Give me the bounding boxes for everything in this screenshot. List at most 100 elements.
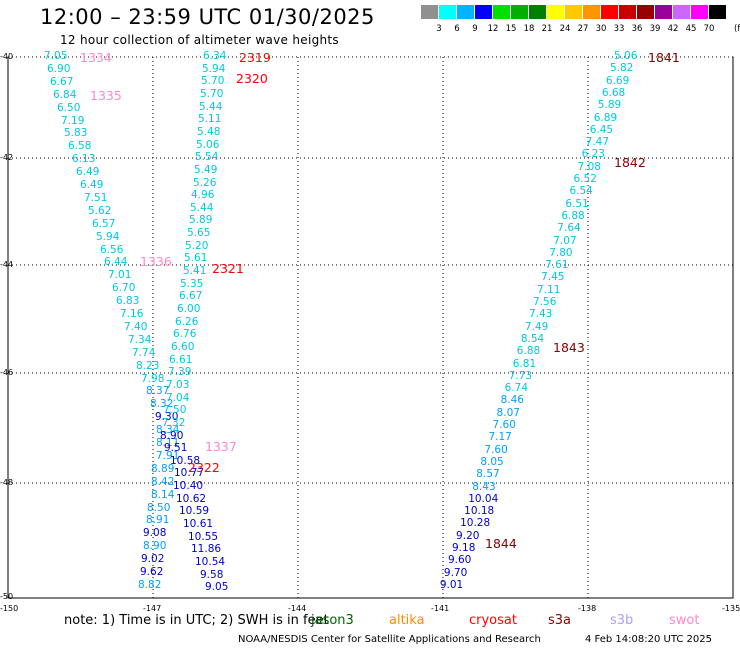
wave-height-reading: 7.03 bbox=[166, 378, 190, 391]
colorbar-swatch bbox=[691, 5, 708, 19]
note-text: note: 1) Time is in UTC; 2) SWH is in fe… bbox=[64, 613, 329, 628]
map-title: 12:00 – 23:59 UTC 01/30/2025 bbox=[40, 5, 375, 29]
wave-height-reading: 8.07 bbox=[496, 406, 520, 419]
colorbar-label: 33 bbox=[613, 24, 625, 34]
wave-height-reading: 5.94 bbox=[202, 62, 226, 75]
pass-number-label: 2321 bbox=[212, 261, 244, 276]
wave-height-reading: 10.54 bbox=[195, 556, 226, 568]
wave-height-reading: 6.13 bbox=[72, 153, 96, 166]
wave-height-reading: 6.88 bbox=[561, 209, 585, 222]
wave-height-reading: 6.61 bbox=[169, 353, 193, 366]
wave-height-reading: 6.52 bbox=[573, 173, 597, 185]
pass-number-label: 1843 bbox=[553, 340, 585, 355]
wave-height-reading: 9.18 bbox=[452, 542, 476, 554]
wave-height-reading: 5.06 bbox=[196, 138, 220, 151]
wave-height-reading: 6.90 bbox=[47, 62, 71, 75]
pass-number-label: 2319 bbox=[239, 50, 271, 65]
longitude-label: -135 bbox=[722, 604, 740, 613]
wave-height-reading: 5.26 bbox=[193, 176, 217, 189]
wave-height-reading: 7.50 bbox=[163, 404, 187, 417]
wave-height-reading: 10.59 bbox=[179, 505, 210, 518]
wave-height-reading: 10.55 bbox=[188, 530, 219, 543]
wave-height-reading: 8.11 bbox=[156, 437, 180, 449]
wave-height-reading: 7.49 bbox=[524, 320, 549, 333]
wave-height-reading: 10.28 bbox=[460, 517, 491, 530]
wave-height-reading: 5.89 bbox=[597, 99, 622, 112]
wave-height-reading: 5.44 bbox=[190, 201, 214, 214]
wave-height-reading: 5.94 bbox=[96, 230, 120, 243]
pass-number-label: 1335 bbox=[90, 88, 122, 103]
satellite-legend-item: s3a bbox=[548, 613, 572, 628]
wave-height-reading: 6.58 bbox=[68, 140, 92, 153]
wave-height-reading: 7.16 bbox=[120, 308, 144, 320]
wave-height-reading: 7.01 bbox=[108, 269, 132, 282]
wave-height-reading: 8.42 bbox=[151, 475, 175, 488]
colorbar-label: 42 bbox=[667, 24, 679, 34]
colorbar-label: 3 bbox=[436, 24, 442, 34]
wave-height-reading: 10.77 bbox=[174, 467, 205, 480]
wave-height-reading: 5.35 bbox=[180, 277, 204, 290]
latitude-label: -48 bbox=[0, 478, 14, 487]
wave-height-reading: 5.41 bbox=[183, 265, 207, 278]
wave-height-reading: 8.54 bbox=[520, 332, 545, 345]
colorbar-label: 39 bbox=[649, 24, 661, 34]
wave-height-reading: 6.56 bbox=[100, 243, 124, 256]
wave-height-reading: 9.08 bbox=[143, 527, 167, 540]
colorbar-label: 12 bbox=[487, 24, 499, 34]
wave-height-reading: 6.50 bbox=[57, 101, 81, 114]
wave-height-reading: 7.60 bbox=[484, 443, 508, 456]
colorbar-swatch bbox=[493, 5, 510, 19]
satellite-legend-item: s3b bbox=[610, 613, 634, 628]
wave-height-reading: 7.98 bbox=[141, 372, 165, 385]
latitude-label: -40 bbox=[0, 52, 14, 61]
wave-height-reading: 9.20 bbox=[456, 529, 480, 542]
wave-height-reading: 5.61 bbox=[184, 252, 208, 265]
wave-height-reading: 6.68 bbox=[601, 86, 626, 99]
wave-height-reading: 6.26 bbox=[175, 315, 199, 328]
wave-height-reading: 6.49 bbox=[76, 166, 100, 179]
colorbar-swatch bbox=[655, 5, 672, 19]
longitude-label: -150 bbox=[0, 604, 19, 613]
wave-height-reading: 6.84 bbox=[53, 88, 77, 101]
wave-height-reading: 7.91 bbox=[156, 449, 180, 462]
colorbar-swatch bbox=[709, 5, 726, 19]
colorbar-label: 21 bbox=[541, 24, 553, 34]
wave-height-reading: 6.76 bbox=[173, 328, 197, 341]
wave-height-reading: 10.62 bbox=[176, 492, 207, 505]
colorbar-label: 27 bbox=[577, 24, 589, 34]
wave-height-reading: 10.40 bbox=[173, 480, 204, 493]
latitude-label: -50 bbox=[0, 592, 14, 601]
pass-number-label: 1844 bbox=[485, 536, 517, 551]
wave-height-reading: 6.74 bbox=[504, 382, 529, 395]
wave-height-reading: 5.48 bbox=[197, 125, 221, 138]
colorbar-swatch bbox=[475, 5, 492, 19]
wave-height-reading: 5.70 bbox=[200, 87, 224, 100]
wave-height-reading: 8.05 bbox=[480, 455, 504, 468]
wave-height-reading: 6.89 bbox=[593, 111, 618, 124]
wave-height-reading: 8.57 bbox=[476, 468, 500, 481]
wave-height-reading: 7.73 bbox=[508, 369, 533, 382]
wave-height-reading: 7.40 bbox=[124, 320, 148, 333]
wave-height-reading: 6.88 bbox=[516, 345, 541, 358]
colorbar-swatch bbox=[439, 5, 456, 19]
wave-height-reading: 7.39 bbox=[168, 366, 192, 379]
wave-height-reading: 6.54 bbox=[569, 185, 593, 198]
wave-height-reading: 7.80 bbox=[549, 246, 573, 259]
pass-number-label: 2322 bbox=[188, 460, 220, 475]
wave-height-reading: 7.51 bbox=[84, 191, 108, 204]
colorbar-unit: (ft) bbox=[734, 24, 740, 34]
wave-height-reading: 7.64 bbox=[557, 222, 581, 235]
pass-number-label: 2320 bbox=[236, 71, 268, 86]
wave-height-reading: 6.70 bbox=[112, 282, 136, 295]
wave-height-reading: 8.32 bbox=[150, 398, 174, 411]
pass-number-label: 1842 bbox=[614, 155, 646, 170]
wave-height-reading: 8.34 bbox=[156, 424, 180, 437]
wave-height-reading: 7.47 bbox=[585, 136, 610, 149]
wave-height-reading: 5.49 bbox=[194, 163, 218, 176]
wave-height-reading: 9.02 bbox=[141, 553, 165, 566]
longitude-label: -138 bbox=[578, 604, 597, 613]
wave-height-reading: 11.86 bbox=[191, 543, 222, 556]
wave-height-reading: 6.81 bbox=[512, 357, 537, 370]
wave-height-reading: 8.14 bbox=[151, 488, 175, 501]
wave-height-reading: 8.91 bbox=[146, 514, 170, 527]
